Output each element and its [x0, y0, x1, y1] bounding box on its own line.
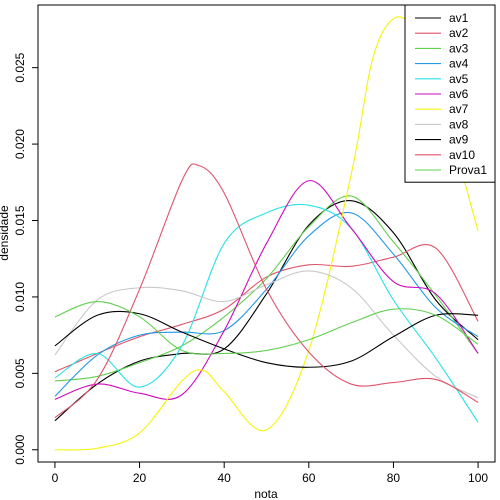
x-tick-label: 0: [52, 471, 59, 485]
legend-label: Prova1: [449, 163, 487, 177]
y-tick-label: 0.015: [13, 205, 27, 235]
series-line-av6: [54, 180, 479, 400]
legend-label: av3: [449, 41, 469, 55]
y-tick-label: 0.005: [13, 358, 27, 388]
y-axis: 0.000 0.005 0.010 0.015 0.020 0.025: [13, 52, 39, 465]
series-line-av4: [54, 211, 479, 397]
series-line-av1: [54, 200, 479, 422]
y-tick-label: 0.010: [13, 282, 27, 312]
series-line-av8: [54, 270, 479, 399]
series-line-av5: [54, 203, 479, 423]
series-line-av9: [54, 310, 479, 368]
legend-label: av5: [449, 72, 469, 86]
x-axis: 0 20 40 60 80 100: [52, 461, 488, 485]
legend-label: av8: [449, 117, 469, 131]
legend-label: av1: [449, 11, 469, 25]
x-tick-label: 80: [387, 471, 401, 485]
x-tick-label: 20: [133, 471, 147, 485]
series-line-av10: [54, 163, 479, 419]
series-line-av3: [54, 195, 479, 382]
x-tick-label: 60: [302, 471, 316, 485]
y-tick-label: 0.020: [13, 129, 27, 159]
y-tick-label: 0.025: [13, 52, 27, 82]
series-line-av2: [54, 243, 479, 373]
x-axis-label: nota: [254, 487, 278, 500]
legend-label: av9: [449, 133, 469, 147]
legend-label: av7: [449, 102, 469, 116]
x-tick-label: 40: [218, 471, 232, 485]
series-lines: [54, 16, 479, 451]
y-tick-label: 0.000: [13, 434, 27, 464]
series-line-Prova1: [54, 300, 479, 355]
legend-label: av6: [449, 87, 469, 101]
legend-label: av10: [449, 148, 475, 162]
x-tick-label: 100: [468, 471, 488, 485]
legend-label: av2: [449, 26, 469, 40]
legend-label: av4: [449, 57, 469, 71]
y-axis-label: densidade: [0, 205, 11, 261]
